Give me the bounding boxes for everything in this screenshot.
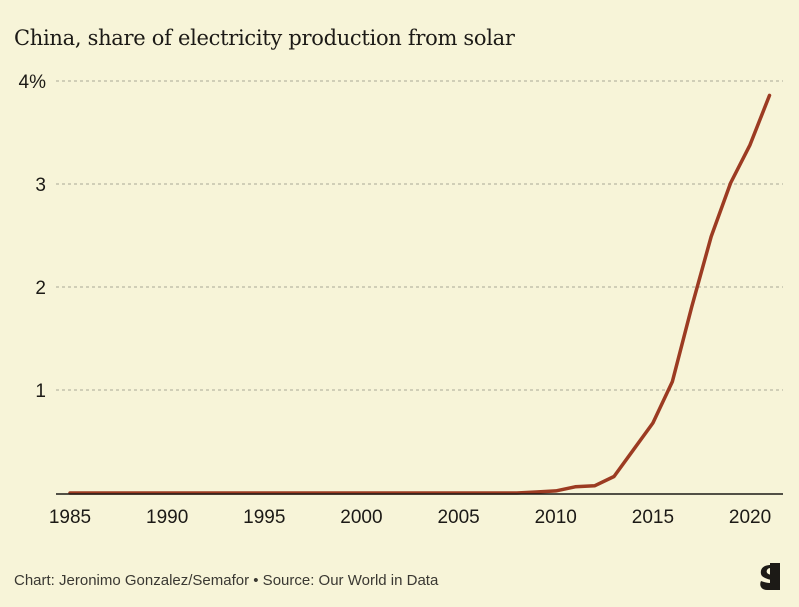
x-tick-label: 2005	[437, 507, 479, 528]
series-line	[68, 93, 772, 495]
y-tick-label: 4%	[19, 72, 47, 93]
x-tick-label: 2010	[535, 507, 577, 528]
x-tick-label: 2015	[632, 507, 674, 528]
x-tick-label: 1985	[49, 507, 91, 528]
x-tick-label: 2020	[729, 507, 771, 528]
chart-title: China, share of electricity production f…	[14, 26, 515, 50]
source-note: Chart: Jeronimo Gonzalez/Semafor • Sourc…	[14, 572, 439, 589]
x-tick-label: 1990	[146, 507, 188, 528]
y-tick-label: 3	[35, 175, 46, 196]
x-tick-label: 1995	[243, 507, 285, 528]
y-tick-label: 2	[35, 278, 46, 299]
x-tick-label: 2000	[340, 507, 382, 528]
y-tick-label: 1	[35, 381, 46, 402]
